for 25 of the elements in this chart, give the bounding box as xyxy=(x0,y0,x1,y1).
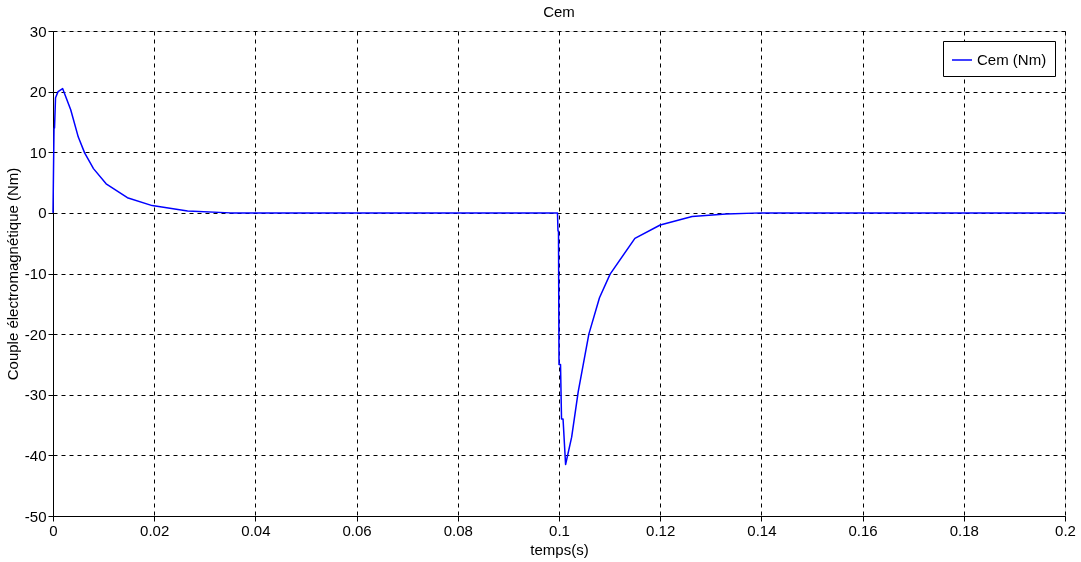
x-tick-label: 0.1 xyxy=(549,521,570,539)
y-tick-label: 30 xyxy=(29,22,47,40)
x-tick-label: 0.08 xyxy=(443,521,473,539)
y-tick-label: -30 xyxy=(24,386,47,404)
line-series xyxy=(52,87,1066,466)
y-tick-label: 0 xyxy=(38,204,47,222)
x-tick-label: 0.16 xyxy=(848,521,878,539)
y-tick-label: -40 xyxy=(24,446,47,464)
x-tick-label: 0.04 xyxy=(241,521,271,539)
x-tick-label: 0.14 xyxy=(747,521,777,539)
x-tick-label: 0.18 xyxy=(949,521,979,539)
x-axis-title: temps(s) xyxy=(530,540,589,558)
x-tick-label: 0.06 xyxy=(342,521,372,539)
x-tick-label: 0.02 xyxy=(140,521,170,539)
y-tick-label: 10 xyxy=(29,143,47,161)
x-tick-label: 0.2 xyxy=(1055,521,1076,539)
y-tick-label: -10 xyxy=(24,265,47,282)
y-tick-label: -50 xyxy=(24,507,47,525)
chart-title: Cem xyxy=(543,3,575,20)
y-tick-label: 20 xyxy=(29,83,47,101)
x-tick-label: 0 xyxy=(49,521,58,539)
x-tick-label: 0.12 xyxy=(646,521,676,539)
y-tick-label: -20 xyxy=(24,325,47,343)
y-axis-title: Couple électromagnétique (Nm) xyxy=(3,167,21,381)
legend-label: Cem (Nm) xyxy=(977,51,1047,68)
